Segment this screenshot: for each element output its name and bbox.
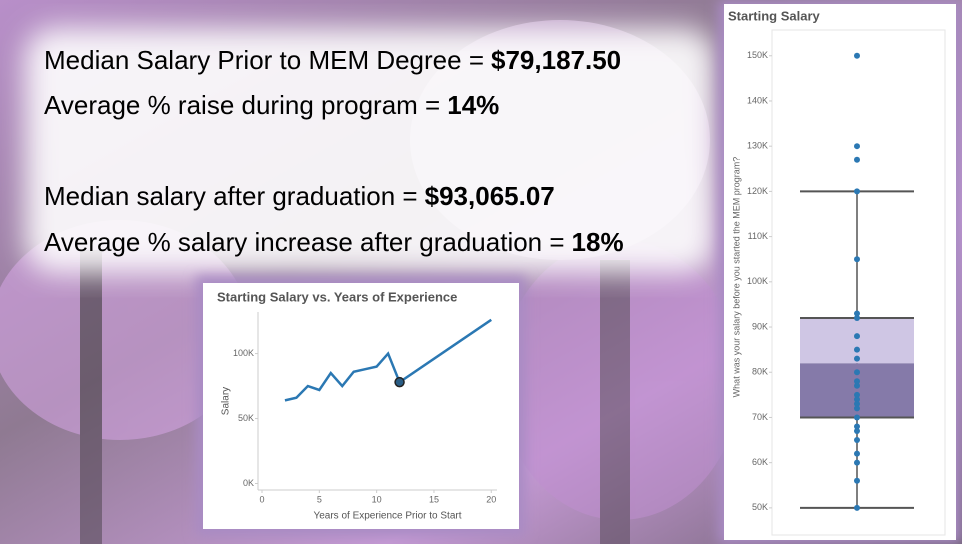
y-tick-label: 70K xyxy=(752,412,768,422)
line-label: Median salary after graduation = xyxy=(44,181,418,211)
point xyxy=(854,188,860,195)
y-tick-label: 110K xyxy=(748,231,768,241)
y-tick-label: 130K xyxy=(747,141,768,151)
point xyxy=(854,382,860,389)
point xyxy=(854,256,860,263)
line-value: 14% xyxy=(447,90,499,120)
point xyxy=(854,52,860,59)
y-axis-title: What was your salary before you started … xyxy=(731,157,741,398)
plot-border xyxy=(771,29,946,536)
line-label: Median Salary Prior to MEM Degree = xyxy=(44,45,484,75)
text-line: Average % salary increase after graduati… xyxy=(44,227,624,257)
point xyxy=(854,428,860,435)
chart-title: Starting Salary xyxy=(728,8,821,23)
y-axis-title: Salary xyxy=(221,387,232,415)
point xyxy=(854,396,860,403)
x-tick-label: 5 xyxy=(317,494,322,504)
point xyxy=(854,477,860,484)
point xyxy=(854,504,860,511)
point xyxy=(854,310,860,317)
charts: Starting Salary vs. Years of Experience 0… xyxy=(217,8,946,536)
highlight-point xyxy=(394,376,405,388)
line-value: $79,187.50 xyxy=(491,45,621,75)
text-line: Median salary after graduation = $93,065.… xyxy=(44,181,555,211)
x-tick-label: 15 xyxy=(429,494,439,504)
point xyxy=(854,405,860,412)
y-tick-label: 50K xyxy=(752,502,768,512)
text-panel xyxy=(25,28,715,273)
box-upper xyxy=(800,317,914,364)
point xyxy=(854,346,860,353)
line-label: Average % salary increase after graduati… xyxy=(44,227,565,257)
point xyxy=(854,156,860,163)
chart-title: Starting Salary vs. Years of Experience xyxy=(217,289,457,304)
text-line: Average % raise during program = 14% xyxy=(44,90,499,120)
point xyxy=(854,378,860,385)
point xyxy=(854,333,860,340)
y-tick-label: 60K xyxy=(752,457,768,467)
point xyxy=(854,459,860,466)
text-line: Median Salary Prior to MEM Degree = $79,1… xyxy=(44,45,621,75)
point xyxy=(854,143,860,150)
point xyxy=(854,414,860,421)
point xyxy=(854,450,860,457)
point xyxy=(854,423,860,430)
x-tick-label: 0 xyxy=(260,494,265,504)
x-tick-label: 20 xyxy=(486,494,496,504)
point xyxy=(854,369,860,376)
point xyxy=(854,400,860,407)
point xyxy=(854,355,860,362)
y-tick-label: 50K xyxy=(238,413,254,423)
line-label: Average % raise during program = xyxy=(44,90,440,120)
point xyxy=(854,437,860,444)
x-axis-title: Years of Experience Prior to Start xyxy=(313,511,461,522)
y-tick-label: 100K xyxy=(747,276,768,286)
y-tick-label: 140K xyxy=(747,95,768,105)
point xyxy=(854,314,860,321)
y-tick-label: 90K xyxy=(752,321,768,331)
text-lines: Median Salary Prior to MEM Degree = $79,1… xyxy=(44,45,624,257)
y-tick-label: 120K xyxy=(747,186,768,196)
line xyxy=(284,318,492,402)
point xyxy=(854,391,860,398)
chart-panel xyxy=(203,283,519,529)
y-tick-label: 100K xyxy=(233,348,254,358)
y-tick-label: 150K xyxy=(747,50,768,60)
x-tick-label: 10 xyxy=(372,494,382,504)
line-value: $93,065.07 xyxy=(425,181,555,211)
y-tick-label: 80K xyxy=(752,367,768,377)
line-value: 18% xyxy=(572,227,624,257)
y-tick-label: 0K xyxy=(243,478,254,488)
chart-panel xyxy=(724,4,956,540)
